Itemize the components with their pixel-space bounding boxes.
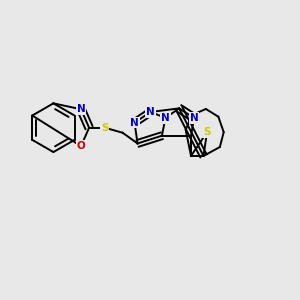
Text: S: S [101,123,109,133]
Text: N: N [146,107,155,117]
Text: N: N [190,113,198,123]
Text: S: S [203,127,211,137]
Text: O: O [77,141,85,151]
Text: N: N [161,113,170,123]
Text: N: N [130,118,139,128]
Text: N: N [77,104,85,114]
